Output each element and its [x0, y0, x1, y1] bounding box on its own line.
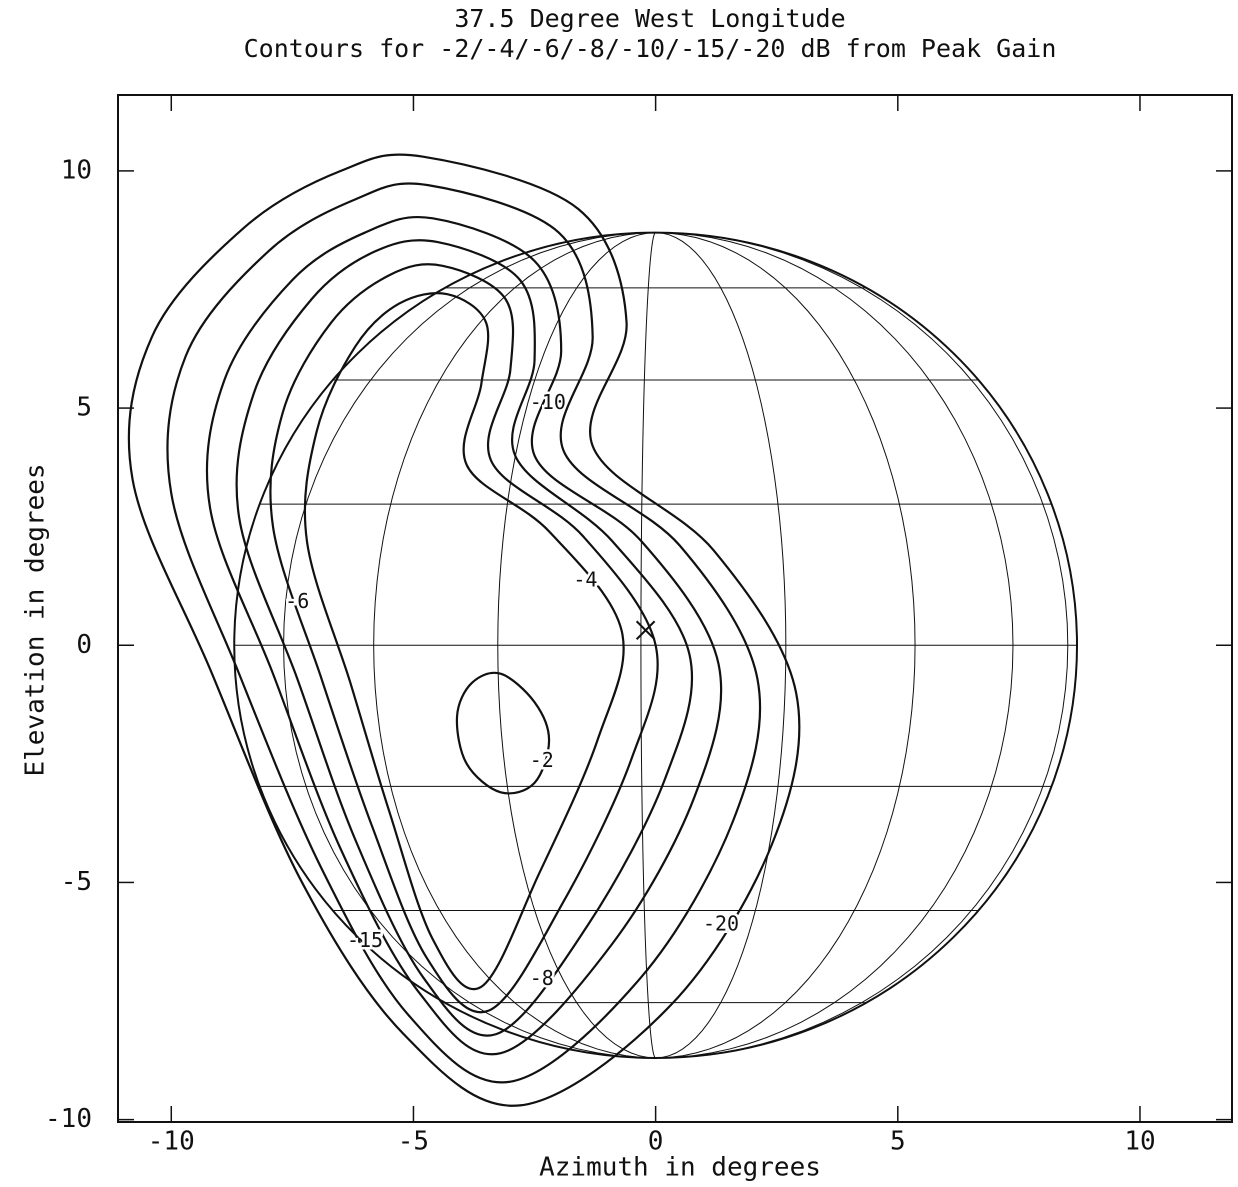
background	[0, 0, 1238, 1187]
contour-label: -2	[530, 748, 554, 772]
y-axis-label: Elevation in degrees	[21, 463, 51, 776]
x-tick-label: 5	[890, 1127, 906, 1157]
contour-label: -6	[285, 589, 309, 613]
y-tick-label: -10	[45, 1104, 92, 1134]
chart: 37.5 Degree West Longitude Contours for …	[0, 0, 1238, 1187]
contour-label: -8	[530, 966, 554, 990]
contour-label: -20	[703, 912, 739, 936]
y-tick-label: 0	[76, 630, 92, 660]
chart-subtitle: Contours for -2/-4/-6/-8/-10/-15/-20 dB …	[244, 34, 1057, 63]
x-tick-label: -5	[398, 1127, 429, 1157]
contour-label: -4	[573, 568, 597, 592]
y-tick-label: 10	[61, 155, 92, 185]
chart-title: 37.5 Degree West Longitude	[454, 4, 845, 33]
x-tick-label: 0	[648, 1127, 664, 1157]
x-tick-label: 10	[1124, 1127, 1155, 1157]
contour-label: -15	[347, 928, 383, 952]
x-axis-label: Azimuth in degrees	[539, 1153, 821, 1183]
y-tick-label: 5	[76, 393, 92, 423]
contour-label: -10	[530, 390, 566, 414]
y-tick-label: -5	[61, 867, 92, 897]
x-tick-label: -10	[148, 1127, 195, 1157]
